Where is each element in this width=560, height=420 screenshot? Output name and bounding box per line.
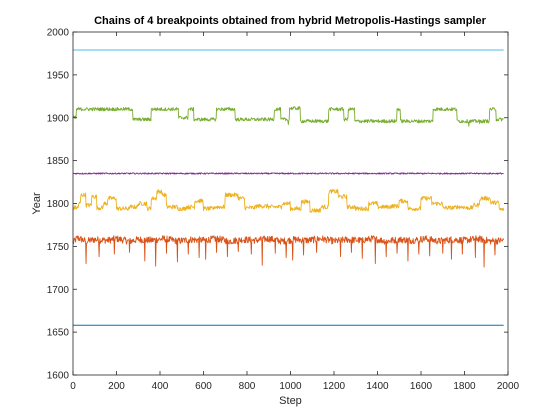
series-line-0: [72, 235, 505, 268]
x-tick-label: 1400: [366, 381, 389, 392]
y-axis-label: Year: [31, 192, 43, 215]
y-axis: 1600 1650 1700 1750 1800 1850 1900 1950 2000: [47, 28, 508, 382]
x-tick-label: 1000: [279, 381, 302, 392]
x-tick-label: 1800: [453, 381, 476, 392]
y-tick-label: 1750: [47, 242, 70, 253]
x-tick-label: 1600: [410, 381, 433, 392]
x-tick-label: 0: [70, 381, 76, 392]
x-tick-label: 400: [152, 381, 169, 392]
y-tick-label: 1900: [47, 113, 70, 124]
chart-title: Chains of 4 breakpoints obtained from hy…: [94, 15, 486, 27]
x-tick-label: 600: [195, 381, 212, 392]
x-tick-label: 2000: [497, 381, 520, 392]
y-tick-label: 1950: [47, 70, 70, 81]
y-tick-label: 1850: [47, 156, 70, 167]
x-axis-label: Step: [279, 395, 302, 407]
x-tick-label: 1200: [323, 381, 346, 392]
y-tick-label: 1600: [47, 371, 70, 382]
series-line-3: [72, 106, 504, 127]
series-line-1: [72, 188, 505, 213]
series-layer: [72, 49, 505, 326]
x-tick-label: 800: [239, 381, 256, 392]
y-tick-label: 1650: [47, 328, 70, 339]
x-axis: 0 200 400 600 800 1000 1200 1400 1600 1800 2000: [70, 32, 520, 392]
x-tick-label: 200: [108, 381, 125, 392]
y-tick-label: 2000: [47, 28, 70, 39]
series-line-2: [72, 172, 504, 175]
y-tick-label: 1800: [47, 199, 70, 210]
y-tick-label: 1700: [47, 285, 70, 296]
